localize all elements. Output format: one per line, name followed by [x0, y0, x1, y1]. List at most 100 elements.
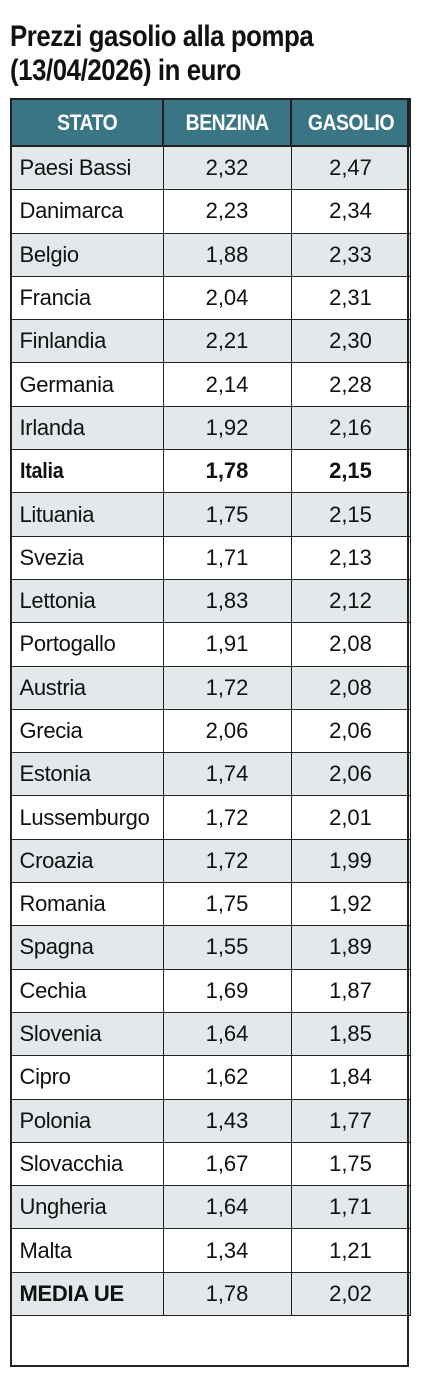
cell-gasolio: 1,92 — [290, 882, 411, 927]
cell-benzina: 1,74 — [162, 752, 292, 797]
cell-stato: Slovenia — [10, 1011, 164, 1057]
cell-gasolio: 1,71 — [290, 1185, 411, 1230]
cell-stato-text: Lettonia — [19, 588, 96, 614]
cell-benzina: 1,34 — [162, 1228, 292, 1273]
table-row: Finlandia 2,21 2,30 — [10, 319, 411, 364]
cell-stato-text: Danimarca — [19, 198, 124, 224]
table-row: Paesi Bassi 2,32 2,47 — [10, 145, 411, 191]
cell-stato: MEDIA UE — [10, 1271, 164, 1317]
cell-gasolio: 2,06 — [290, 752, 411, 797]
cell-stato: Lussemburgo — [10, 795, 164, 840]
cell-gasolio: 2,31 — [290, 275, 411, 321]
cell-gasolio: 2,34 — [290, 189, 411, 234]
cell-benzina: 1,72 — [162, 795, 292, 840]
table-row: Italia 1,78 2,15 — [10, 449, 411, 494]
cell-stato-text: Cipro — [19, 1064, 71, 1090]
table-row: Austria 1,72 2,08 — [10, 665, 411, 710]
cell-stato-text: Croazia — [19, 847, 94, 873]
cell-stato: Ungheria — [10, 1185, 164, 1230]
cell-gasolio: 2,33 — [290, 232, 411, 277]
table-row: Belgio 1,88 2,33 — [10, 232, 411, 277]
cell-stato-text: Malta — [19, 1237, 73, 1263]
cell-gasolio: 2,08 — [290, 622, 411, 667]
cell-stato-text: Austria — [19, 674, 87, 700]
cell-gasolio: 2,01 — [290, 795, 411, 840]
table-row: Cipro 1,62 1,84 — [10, 1055, 411, 1100]
cell-benzina: 2,04 — [162, 275, 292, 321]
cell-gasolio: 1,89 — [290, 925, 411, 970]
cell-gasolio: 1,75 — [290, 1141, 411, 1187]
cell-stato-text: Spagna — [19, 934, 94, 960]
cell-benzina: 2,06 — [162, 708, 292, 754]
cell-stato-text: Germania — [19, 371, 115, 397]
fuel-price-table: STATO BENZINA GASOLIO Paesi Bassi 2,32 2,4… — [10, 98, 411, 1317]
cell-stato: Estonia — [10, 752, 164, 797]
cell-benzina: 1,72 — [162, 838, 292, 884]
cell-stato-text: Belgio — [19, 241, 80, 267]
cell-stato: Spagna — [10, 925, 164, 970]
cell-gasolio: 2,30 — [290, 319, 411, 364]
cell-benzina: 1,92 — [162, 405, 292, 451]
table-row: Slovacchia 1,67 1,75 — [10, 1141, 411, 1187]
table-header-row: STATO BENZINA GASOLIO — [10, 98, 411, 147]
cell-gasolio: 1,85 — [290, 1011, 411, 1057]
column-header-gasolio: GASOLIO — [290, 98, 411, 147]
cell-stato-text: Irlanda — [19, 414, 85, 440]
cell-stato: Malta — [10, 1228, 164, 1273]
cell-gasolio: 2,13 — [290, 535, 411, 580]
cell-stato-text: Finlandia — [19, 328, 107, 354]
column-header-stato-label: STATO — [56, 109, 118, 135]
cell-stato: Portogallo — [10, 622, 164, 667]
cell-benzina: 2,14 — [162, 362, 292, 407]
cell-gasolio: 1,84 — [290, 1055, 411, 1100]
cell-gasolio: 2,08 — [290, 665, 411, 710]
cell-stato-text: Ungheria — [19, 1194, 107, 1220]
cell-benzina: 1,78 — [162, 449, 292, 494]
cell-stato: Polonia — [10, 1098, 164, 1143]
cell-gasolio: 2,28 — [290, 362, 411, 407]
table-row: Svezia 1,71 2,13 — [10, 535, 411, 580]
cell-stato: Cipro — [10, 1055, 164, 1100]
cell-stato: Germania — [10, 362, 164, 407]
cell-stato-text: Portogallo — [19, 631, 116, 657]
cell-gasolio: 2,15 — [290, 492, 411, 537]
table-row: Romania 1,75 1,92 — [10, 882, 411, 927]
title-line-2: (13/04/2026) in euro — [10, 54, 241, 87]
table-row: Germania 2,14 2,28 — [10, 362, 411, 407]
table-row: Estonia 1,74 2,06 — [10, 752, 411, 797]
cell-stato-text: Francia — [19, 285, 92, 311]
cell-stato: Italia — [10, 449, 164, 494]
cell-benzina: 1,62 — [162, 1055, 292, 1100]
cell-stato-text: Svezia — [19, 544, 85, 570]
cell-gasolio: 1,87 — [290, 968, 411, 1013]
table-row: Francia 2,04 2,31 — [10, 275, 411, 321]
cell-benzina: 1,75 — [162, 882, 292, 927]
cell-stato: Belgio — [10, 232, 164, 277]
cell-gasolio: 1,77 — [290, 1098, 411, 1143]
cell-stato-text: Grecia — [19, 718, 83, 743]
cell-benzina: 1,91 — [162, 622, 292, 667]
cell-stato-text: Lituania — [19, 501, 95, 527]
cell-benzina: 1,69 — [162, 968, 292, 1013]
table-row: Spagna 1,55 1,89 — [10, 925, 411, 970]
column-header-gasolio-label: GASOLIO — [307, 109, 394, 135]
cell-stato-text: MEDIA UE — [19, 1280, 125, 1306]
page-title: Prezzi gasolio alla pompa (13/04/2026) i… — [10, 20, 363, 88]
cell-stato-text: Paesi Bassi — [19, 155, 132, 181]
table-body: Paesi Bassi 2,32 2,47 Danimarca 2,23 2,34 Belg… — [10, 145, 411, 1317]
table-row: Ungheria 1,64 1,71 — [10, 1185, 411, 1230]
cell-stato: Francia — [10, 275, 164, 321]
cell-stato: Cechia — [10, 968, 164, 1013]
title-line-1: Prezzi gasolio alla pompa — [10, 20, 314, 53]
cell-benzina: 1,43 — [162, 1098, 292, 1143]
cell-stato-text: Cechia — [19, 977, 87, 1003]
cell-benzina: 1,67 — [162, 1141, 292, 1187]
cell-benzina: 1,64 — [162, 1011, 292, 1057]
cell-stato-text: Slovenia — [19, 1021, 102, 1047]
table-row: Polonia 1,43 1,77 — [10, 1098, 411, 1143]
cell-stato-text: Slovacchia — [19, 1150, 124, 1176]
cell-stato: Romania — [10, 882, 164, 927]
table-row: Croazia 1,72 1,99 — [10, 838, 411, 884]
cell-stato-text: Estonia — [19, 761, 92, 787]
cell-stato-text: Lussemburgo — [19, 804, 150, 830]
